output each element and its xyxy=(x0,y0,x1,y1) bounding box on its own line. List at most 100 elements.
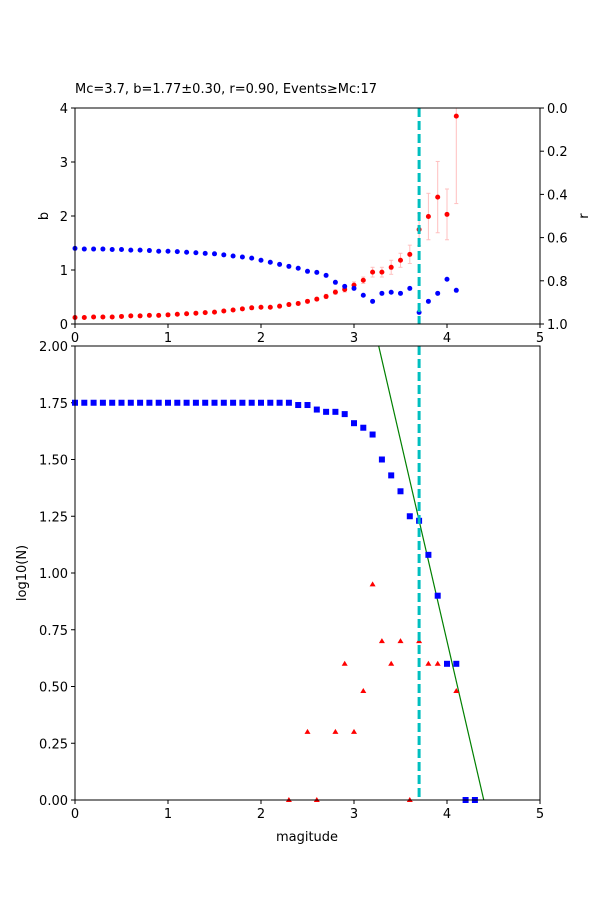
b-value-point xyxy=(258,304,264,310)
b-value-point xyxy=(370,269,376,275)
b-value-point xyxy=(81,315,87,321)
b-value-point xyxy=(388,264,394,270)
cumulative-point xyxy=(444,660,450,667)
noncumulative-point xyxy=(425,660,432,666)
b-value-point xyxy=(239,306,245,312)
top-frame xyxy=(74,107,541,325)
b-value-point xyxy=(332,289,338,295)
cumulative-point xyxy=(202,399,209,406)
b-value-point xyxy=(398,257,403,263)
cumulative-point xyxy=(341,411,348,418)
bottom-xtick-label: 3 xyxy=(350,807,358,822)
r-value-point xyxy=(100,246,106,252)
r-value-point xyxy=(239,254,245,260)
cumulative-point xyxy=(211,399,218,406)
top-xtick-label: 3 xyxy=(350,331,358,346)
b-value-point xyxy=(165,312,171,318)
b-value-point xyxy=(128,313,134,319)
cumulative-point xyxy=(230,399,237,406)
bottom-xlabel: magitude xyxy=(276,830,338,845)
r-value-point xyxy=(258,257,264,263)
top-xtick-label: 1 xyxy=(164,331,172,346)
top-ytick-label: 4 xyxy=(60,102,68,117)
noncumulative-point xyxy=(351,728,357,734)
cumulative-point xyxy=(369,431,376,438)
cumulative-point xyxy=(90,399,97,406)
noncumulative-point xyxy=(341,660,348,666)
cumulative-point xyxy=(137,399,144,406)
bottom-ytick-label: 0.00 xyxy=(39,794,68,809)
cumulative-point xyxy=(434,592,441,599)
cumulative-point xyxy=(295,402,302,409)
bottom-ytick-label: 1.00 xyxy=(39,567,68,582)
cumulative-point xyxy=(276,399,283,406)
r-value-point xyxy=(379,290,385,296)
bottom-xtick-label: 4 xyxy=(443,807,451,822)
b-value-point xyxy=(119,313,124,319)
r-value-point xyxy=(81,246,87,252)
b-value-point xyxy=(435,194,441,200)
cumulative-point xyxy=(165,399,171,406)
cumulative-point xyxy=(313,406,320,413)
bottom-ytick-label: 0.25 xyxy=(39,737,68,752)
top-ytick-right-label: 0.0 xyxy=(547,102,568,117)
cumulative-point xyxy=(267,399,274,406)
top-ylabel: b xyxy=(37,212,52,220)
b-value-point xyxy=(249,305,255,311)
top-ytick-right-label: 1.0 xyxy=(547,318,568,333)
r-value-point xyxy=(184,249,190,255)
r-value-point xyxy=(202,250,208,256)
top-ytick-right-label: 0.4 xyxy=(547,188,568,203)
cumulative-point xyxy=(174,399,181,406)
cumulative-point xyxy=(332,408,339,415)
r-value-point xyxy=(119,246,124,252)
r-value-point xyxy=(212,251,217,257)
b-value-point xyxy=(193,310,199,316)
bottom-ytick-label: 0.50 xyxy=(39,681,68,696)
top-xtick-label: 5 xyxy=(536,331,544,346)
b-value-point xyxy=(295,300,301,306)
b-value-point xyxy=(156,312,162,318)
noncumulative-point xyxy=(369,581,376,587)
b-value-point xyxy=(230,307,236,313)
cumulative-point xyxy=(183,399,190,406)
noncumulative-point xyxy=(434,660,441,666)
r-value-point xyxy=(221,252,227,258)
b-value-point xyxy=(100,314,106,320)
r-value-point xyxy=(109,246,115,252)
r-value-point xyxy=(360,292,366,298)
r-value-point xyxy=(444,276,450,282)
fit-line xyxy=(378,345,485,801)
r-value-point xyxy=(323,272,329,278)
cumulative-point xyxy=(109,399,116,406)
top-ytick-right-label: 0.8 xyxy=(547,275,568,290)
bottom-ytick-label: 0.75 xyxy=(39,624,68,639)
b-value-point xyxy=(305,298,310,304)
top-ylabel-right: r xyxy=(577,213,592,219)
cumulative-point xyxy=(397,488,404,495)
bottom-ytick-label: 1.25 xyxy=(39,510,68,525)
r-value-point xyxy=(165,248,171,254)
b-value-point xyxy=(91,314,97,320)
r-value-point xyxy=(193,250,199,256)
top-ytick-label: 3 xyxy=(60,156,68,171)
r-value-point xyxy=(146,248,152,254)
r-value-point xyxy=(230,253,236,259)
cumulative-point xyxy=(220,399,227,406)
r-value-point xyxy=(277,261,283,267)
top-ytick-right-label: 0.6 xyxy=(547,232,568,247)
noncumulative-point xyxy=(360,688,367,694)
bottom-ytick-label: 2.00 xyxy=(39,340,68,355)
top-ytick-label: 0 xyxy=(60,318,68,333)
cumulative-point xyxy=(146,399,153,406)
r-value-point xyxy=(388,289,394,295)
b-value-point xyxy=(109,314,115,320)
cumulative-point xyxy=(304,402,311,409)
b-value-point xyxy=(267,304,273,310)
cumulative-point xyxy=(99,399,106,406)
cumulative-point xyxy=(351,420,357,427)
cumulative-point xyxy=(323,408,330,415)
bottom-ylabel: log10(N) xyxy=(15,545,30,601)
bottom-xtick-label: 1 xyxy=(164,807,172,822)
